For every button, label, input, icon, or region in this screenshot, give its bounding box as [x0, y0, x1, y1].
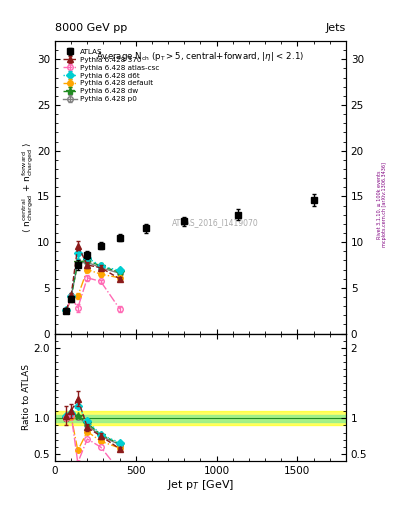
Legend: ATLAS, Pythia 6.428 370, Pythia 6.428 atlas-csc, Pythia 6.428 d6t, Pythia 6.428 : ATLAS, Pythia 6.428 370, Pythia 6.428 at…	[62, 48, 161, 103]
X-axis label: Jet p$_{T}$ [GeV]: Jet p$_{T}$ [GeV]	[167, 478, 234, 493]
Y-axis label: $\langle$ n$^{\rm central}_{\rm charged}$ + n$^{\rm forward}_{\rm charged}$ $\ra: $\langle$ n$^{\rm central}_{\rm charged}…	[20, 142, 35, 232]
Text: mcplots.cern.ch [arXiv:1306.3436]: mcplots.cern.ch [arXiv:1306.3436]	[382, 162, 387, 247]
Text: Rivet 3.1.10, ≥ 100k events: Rivet 3.1.10, ≥ 100k events	[377, 170, 382, 239]
Text: Average N$_{\rm ch}$ (p$_{\rm T}$$>$5, central+forward, |$\eta$| < 2.1): Average N$_{\rm ch}$ (p$_{\rm T}$$>$5, c…	[96, 50, 305, 63]
Text: 8000 GeV pp: 8000 GeV pp	[55, 23, 127, 33]
Text: Jets: Jets	[325, 23, 346, 33]
Y-axis label: Ratio to ATLAS: Ratio to ATLAS	[22, 364, 31, 430]
Text: ATLAS_2016_I1419070: ATLAS_2016_I1419070	[172, 218, 258, 227]
